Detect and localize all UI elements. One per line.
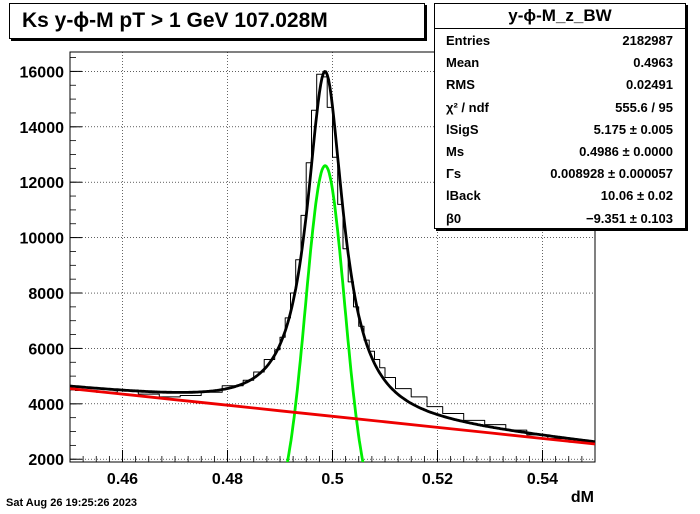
stats-value: 555.6 / 95 [615,99,673,115]
y-tick-label: 16000 [20,64,65,81]
y-tick-label: 2000 [28,452,64,469]
stats-label: Ms [446,143,465,159]
stats-label: lSigS [446,121,479,137]
x-tick-label: 0.54 [527,471,558,488]
stats-label: β0 [446,210,462,226]
x-tick-label: 0.46 [107,471,138,488]
stats-label: Γs [446,166,462,182]
title-box: Ks y-ϕ-M pT > 1 GeV 107.028M [9,3,425,39]
stats-row: Γs 0.008928 ± 0.000057 [435,162,685,184]
y-tick-label: 8000 [28,286,64,303]
date-stamp: Sat Aug 26 19:25:26 2023 [6,497,138,509]
y-tick-label: 12000 [20,175,65,192]
stats-row: Mean 0.4963 [435,51,685,73]
x-axis: 0.46 0.48 0.5 0.52 0.54 [69,450,596,488]
plot-area [70,70,595,462]
series-signal [285,164,365,462]
stats-row: lBack 10.06 ± 0.02 [435,184,685,206]
stats-row: RMS 0.02491 [435,73,685,95]
stats-value: 0.008928 ± 0.000057 [550,166,673,182]
y-axis: 2000 4000 6000 8000 10000 12000 14000 16000 [20,57,82,469]
stats-row: χ² / ndf 555.6 / 95 [435,96,685,118]
stats-label: Mean [446,55,480,71]
series-fit [70,70,595,444]
x-tick-label: 0.5 [321,471,343,488]
stats-label: RMS [446,77,475,93]
stats-row: β0 −9.351 ± 0.103 [435,207,685,229]
stats-row: Ms 0.4986 ± 0.0000 [435,140,685,162]
x-tick-label: 0.48 [212,471,243,488]
stats-row: Entries 2182987 [435,29,685,51]
stats-value: 0.02491 [626,77,673,93]
grid-lines [70,52,595,462]
x-tick-label: 0.52 [422,471,453,488]
stats-label: χ² / ndf [446,99,489,115]
stats-label: Entries [446,33,491,48]
x-axis-label: dM [571,489,594,506]
chart-title: Ks y-ϕ-M pT > 1 GeV 107.028M [22,9,328,32]
stats-value: 5.175 ± 0.005 [593,121,673,137]
series-background [70,387,595,446]
stats-header: y-ϕ-M_z_BW [435,4,685,29]
stats-value: 0.4986 ± 0.0000 [579,143,673,159]
stats-value: 2182987 [622,33,673,48]
stats-value: 10.06 ± 0.02 [600,188,673,204]
stats-label: lBack [446,188,481,204]
y-tick-label: 14000 [20,120,65,137]
series-layer [70,70,595,462]
stats-box: y-ϕ-M_z_BW Entries 2182987 Mean 0.4963 RMS 0.… [434,3,686,229]
y-tick-label: 4000 [28,397,64,414]
stats-rows: Entries 2182987 Mean 0.4963 RMS 0.02491 χ² / n… [435,29,685,229]
y-tick-label: 10000 [20,231,65,248]
y-tick-label: 6000 [28,341,64,358]
stats-row: lSigS 5.175 ± 0.005 [435,118,685,140]
stats-value: 0.4963 [633,55,673,71]
stats-value: −9.351 ± 0.103 [585,210,673,226]
